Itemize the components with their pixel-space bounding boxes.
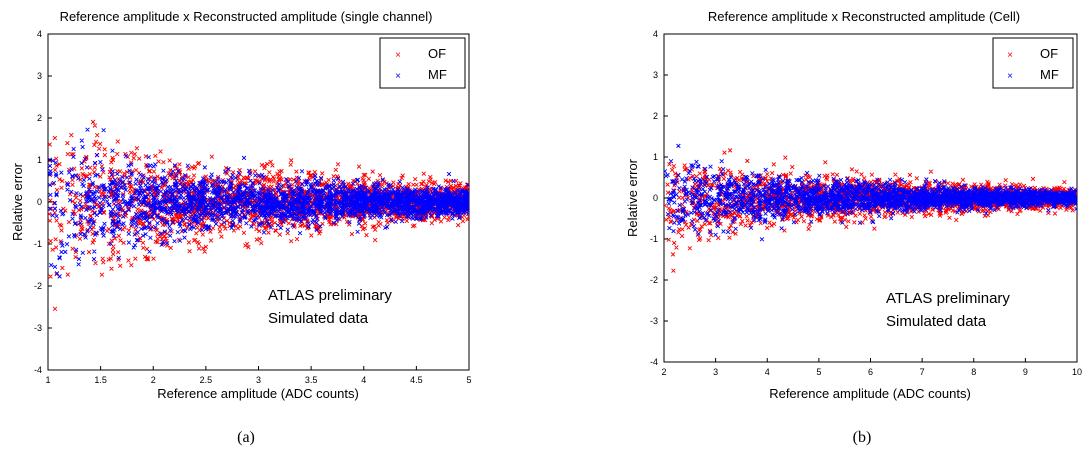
- chart-b-ytick-label: -4: [650, 357, 658, 367]
- chart-b-xtick-label: 6: [868, 367, 873, 377]
- chart-b-legend-label-of: OF: [1040, 46, 1058, 61]
- chart-b-points: [664, 143, 1077, 273]
- chart-a-xtick-label: 2: [151, 375, 156, 385]
- chart-b-legend-label-mf: MF: [1040, 67, 1059, 82]
- chart-a-xtick-label: 4.5: [410, 375, 423, 385]
- chart-a-points: [48, 119, 469, 312]
- chart-a-ylabel: Relative error: [10, 162, 25, 241]
- chart-b-xtick-label: 8: [971, 367, 976, 377]
- chart-a-ytick-label: -3: [34, 323, 42, 333]
- chart-a-xtick-label: 1: [45, 375, 50, 385]
- panel-b: Reference amplitude x Reconstructed ampl…: [625, 9, 1082, 446]
- chart-b-xtick-label: 5: [816, 367, 821, 377]
- chart-a-ytick-label: 1: [37, 155, 42, 165]
- chart-a-legend-label-mf: MF: [428, 67, 447, 82]
- chart-b-ytick-label: 4: [653, 29, 658, 39]
- chart-a-series-mf-markers: [48, 127, 469, 279]
- chart-b-annotation-line-1: ATLAS preliminary: [886, 290, 1010, 307]
- chart-b-legend: × OF × MF: [992, 37, 1074, 89]
- chart-b-xtick-label: 4: [765, 367, 770, 377]
- chart-a-ytick-label: -4: [34, 365, 42, 375]
- chart-a-annotation-line-1: ATLAS preliminary: [268, 287, 392, 304]
- chart-a-ticks: 1 1.5 2 2.5 3 3.5 4 4.5 5 4 3 2 1 0 -1 -2 -3 -4: [34, 29, 472, 385]
- chart-b-annotation-line-2: Simulated data: [886, 313, 987, 330]
- chart-a-ytick-label: 0: [37, 197, 42, 207]
- panel-a: Reference amplitude x Reconstructed ampl…: [10, 9, 472, 446]
- chart-a-xtick-label: 1.5: [94, 375, 107, 385]
- chart-a-xlabel: Reference amplitude (ADC counts): [157, 386, 359, 401]
- chart-a-ytick-label: 3: [37, 71, 42, 81]
- chart-b-xtick-label: 3: [713, 367, 718, 377]
- chart-b-ytick-label: -2: [650, 275, 658, 285]
- chart-b-xlabel: Reference amplitude (ADC counts): [769, 386, 971, 401]
- chart-a-xtick-label: 2.5: [200, 375, 213, 385]
- chart-b-ylabel: Relative error: [625, 158, 640, 237]
- chart-b-xtick-label: 10: [1072, 367, 1082, 377]
- chart-a-ytick-label: 2: [37, 113, 42, 123]
- chart-b-ytick-label: 2: [653, 111, 658, 121]
- chart-b-ytick-label: -1: [650, 234, 658, 244]
- chart-b-xtick-label: 2: [661, 367, 666, 377]
- chart-b-xtick-label: 7: [920, 367, 925, 377]
- chart-a-caption: (a): [237, 429, 255, 446]
- chart-b-ytick-label: 0: [653, 193, 658, 203]
- chart-a-legend-box: [379, 37, 466, 89]
- chart-a-ytick-label: -2: [34, 281, 42, 291]
- chart-b-legend-box: [992, 37, 1074, 89]
- chart-a-legend: × OF × MF: [379, 37, 466, 89]
- chart-b-legend-marker-of: ×: [1007, 50, 1013, 61]
- chart-a-xtick-label: 5: [466, 375, 471, 385]
- chart-a-xtick-label: 4: [361, 375, 366, 385]
- chart-a-legend-marker-mf: ×: [395, 71, 401, 82]
- chart-a-legend-marker-of: ×: [395, 50, 401, 61]
- chart-a-xtick-label: 3.5: [305, 375, 318, 385]
- chart-b-ytick-label: -3: [650, 316, 658, 326]
- chart-a-annotation-line-2: Simulated data: [268, 310, 369, 327]
- chart-b-ytick-label: 1: [653, 152, 658, 162]
- chart-b-caption: (b): [853, 429, 872, 446]
- chart-b-legend-marker-mf: ×: [1007, 71, 1013, 82]
- chart-b-title: Reference amplitude x Reconstructed ampl…: [708, 9, 1020, 24]
- chart-a-legend-label-of: OF: [428, 46, 446, 61]
- chart-a-title: Reference amplitude x Reconstructed ampl…: [60, 9, 433, 24]
- chart-b-series-mf-markers: [664, 143, 1077, 242]
- chart-b-ytick-label: 3: [653, 70, 658, 80]
- chart-a-xtick-label: 3: [256, 375, 261, 385]
- chart-a-ytick-label: 4: [37, 29, 42, 39]
- chart-b-xtick-label: 9: [1023, 367, 1028, 377]
- chart-a-ytick-label: -1: [34, 239, 42, 249]
